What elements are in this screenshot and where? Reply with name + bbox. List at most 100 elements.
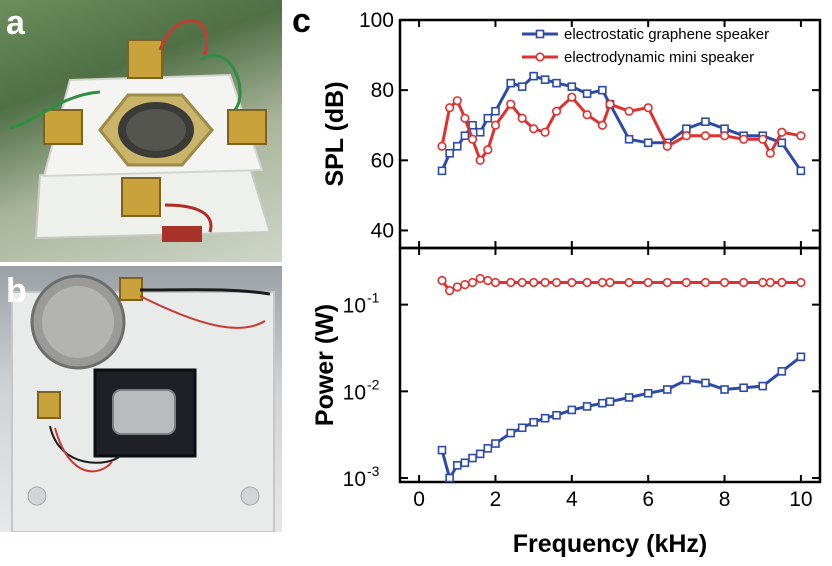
spl-data-point: [483, 145, 493, 155]
x-tick-label: 8: [719, 488, 731, 511]
spl-data-point: [517, 82, 527, 91]
spl-data-point: [490, 120, 501, 130]
power-data-point: [701, 378, 710, 388]
panel-label-a: a: [6, 4, 25, 42]
spl-data-point: [445, 103, 455, 113]
spl-y-tick-label: 80: [371, 79, 394, 102]
power-data-point: [719, 277, 730, 288]
power-data-point: [529, 417, 538, 427]
spl-data-point: [506, 99, 516, 109]
power-data-point: [796, 277, 806, 288]
power-data-point: [506, 277, 516, 288]
spl-y-tick-label: 100: [359, 9, 394, 32]
power-data-point: [517, 277, 527, 288]
spl-data-point: [624, 106, 634, 116]
power-data-point: [445, 473, 454, 483]
power-data-point: [460, 280, 470, 290]
spl-data-point: [468, 120, 477, 130]
spl-data-point: [597, 120, 607, 130]
power-data-point: [552, 410, 561, 420]
power-data-point: [624, 277, 634, 288]
spl-data-point: [552, 78, 561, 88]
power-data-point: [437, 275, 447, 286]
legend-marker-1: [535, 52, 545, 62]
spl-data-point: [467, 134, 478, 144]
power-data-point: [483, 444, 493, 453]
photo-graphene-speaker-device: [0, 0, 282, 262]
spl-data-point: [475, 127, 485, 137]
power-y-tick-label: 10: [343, 381, 366, 404]
power-y-tick-label: 10: [343, 468, 366, 491]
legend-label-0: electrostatic graphene speaker: [564, 26, 769, 43]
power-data-point: [475, 273, 485, 284]
spl-data-point: [540, 75, 550, 84]
spl-data-point: [506, 78, 516, 88]
spl-data-point: [598, 85, 607, 95]
power-data-point: [796, 352, 806, 362]
legend-marker-0: [535, 29, 545, 39]
x-tick-label: 10: [789, 488, 812, 511]
spl-data-point: [643, 103, 653, 113]
power-data-point: [540, 277, 550, 288]
power-data-point: [490, 277, 501, 288]
spl-data-point: [529, 124, 539, 134]
power-y-tick-exponent: -2: [367, 376, 380, 392]
panel-label-b: b: [6, 272, 27, 310]
power-data-point: [758, 381, 768, 391]
power-data-point: [567, 277, 577, 288]
spl-data-point: [567, 82, 577, 91]
spl-data-point: [765, 148, 775, 158]
spl-data-point: [582, 89, 592, 98]
spl-data-point: [452, 96, 462, 106]
spl-data-point: [777, 127, 787, 137]
spl-data-point: [582, 110, 592, 120]
spl-data-point: [700, 131, 711, 141]
power-data-point: [582, 277, 592, 288]
power-data-point: [624, 393, 634, 402]
power-data-point: [662, 277, 672, 288]
power-data-point: [720, 385, 729, 394]
power-data-point: [491, 439, 500, 448]
power-data-point: [437, 445, 447, 455]
spl-data-point: [662, 141, 672, 151]
spl-data-point: [475, 155, 485, 165]
x-tick-label: 2: [490, 488, 502, 511]
panel-label-c: c: [292, 2, 311, 40]
power-data-point: [460, 458, 470, 468]
spl-data-point: [437, 141, 447, 151]
power-data-point: [598, 398, 607, 408]
spl-data-point: [739, 134, 749, 144]
spl-y-axis-title: SPL (dB): [321, 81, 349, 186]
power-data-point: [517, 423, 527, 433]
power-data-point: [777, 367, 787, 376]
power-data-point: [605, 277, 615, 288]
photo-electrodynamic-speaker-device: [0, 266, 282, 532]
spl-data-point: [796, 166, 806, 176]
spl-data-point: [483, 113, 493, 123]
power-data-point: [682, 375, 691, 385]
power-data-point: [467, 277, 478, 288]
power-y-tick-exponent: -3: [367, 463, 380, 479]
power-data-point: [551, 277, 562, 288]
power-data-point: [643, 388, 653, 398]
power-y-axis-title: Power (W): [311, 304, 339, 426]
power-data-point: [662, 385, 672, 394]
legend-label-1: electrodynamic mini speaker: [564, 49, 754, 66]
power-data-point: [700, 277, 711, 288]
spl-data-point: [605, 99, 615, 109]
spl-series-line-1: [440, 95, 802, 164]
power-data-point: [529, 277, 539, 288]
spl-data-point: [445, 148, 454, 158]
x-tick-label: 6: [642, 488, 654, 511]
x-tick-label: 0: [413, 488, 425, 511]
power-data-point: [681, 277, 691, 288]
power-data-point: [567, 405, 577, 415]
spl-data-point: [540, 127, 550, 137]
spl-y-tick-label: 60: [371, 149, 394, 172]
power-data-point: [475, 449, 485, 459]
x-tick-label: 4: [566, 488, 578, 511]
power-data-point: [506, 428, 516, 438]
power-data-point: [758, 277, 768, 288]
spl-data-point: [460, 131, 470, 141]
